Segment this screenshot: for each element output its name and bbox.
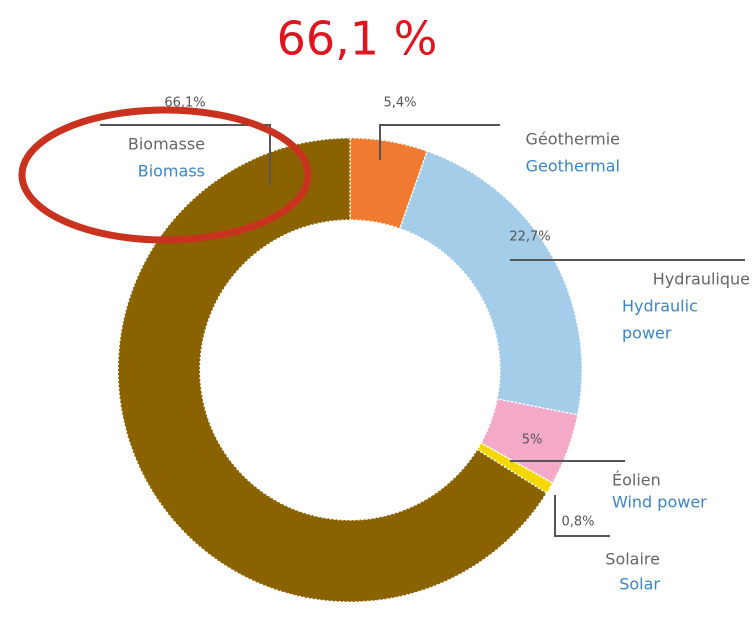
- category-label-en: Solar: [619, 575, 660, 594]
- donut: [117, 137, 583, 603]
- donut-slice: [117, 137, 548, 603]
- leader-line: [554, 495, 610, 537]
- value-label: 0,8%: [561, 515, 594, 530]
- highlight-ellipse: [18, 106, 312, 244]
- donut-slice: [398, 150, 583, 416]
- category-label-en: Hydraulic: [622, 297, 698, 316]
- category-label-en: power: [622, 324, 672, 343]
- value-label: 22,7%: [509, 230, 550, 245]
- category-label: Hydraulique: [653, 270, 750, 289]
- category-label-en: Wind power: [612, 493, 707, 512]
- category-label-en: Biomass: [138, 162, 205, 181]
- donut-slice: [349, 137, 429, 230]
- value-label: 5%: [522, 433, 543, 448]
- value-label: 5,4%: [383, 96, 416, 111]
- category-label: Solaire: [605, 550, 660, 569]
- category-label-en: Geothermal: [526, 157, 620, 176]
- category-label: Biomasse: [128, 135, 205, 154]
- leader-line: [100, 124, 271, 185]
- labels: 5,4% Géothermie Geothermal 22,7% Hydraulique…: [100, 96, 750, 594]
- category-label: Géothermie: [526, 130, 620, 149]
- leader-line: [379, 124, 500, 160]
- chart-title: 66,1 %: [277, 12, 438, 66]
- category-label: Éolien: [612, 471, 661, 490]
